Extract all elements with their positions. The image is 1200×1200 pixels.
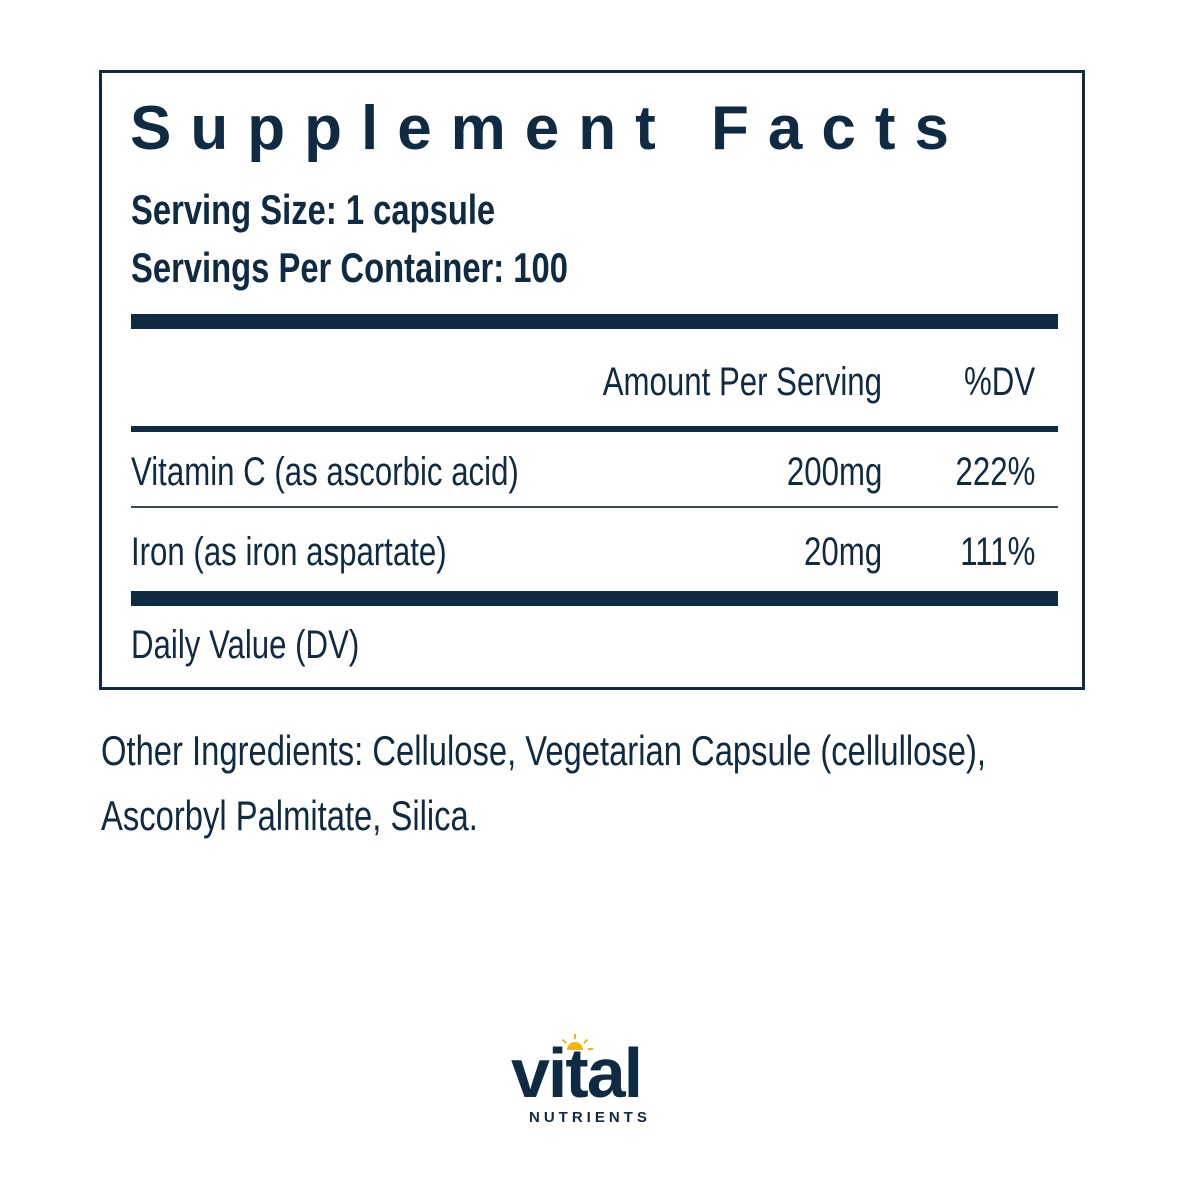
sun-icon — [557, 1034, 593, 1050]
serving-size: Serving Size: 1 capsule — [131, 186, 496, 233]
column-header-amount: Amount Per Serving — [602, 360, 882, 404]
nutrient-name: Vitamin C (as ascorbic acid) — [131, 450, 519, 494]
servings-per-container: Servings Per Container: 100 — [131, 244, 568, 291]
brand-tagline: NUTRIENTS — [529, 1109, 651, 1126]
nutrient-name: Iron (as iron aspartate) — [131, 530, 447, 574]
brand-name: vital — [511, 1034, 643, 1112]
divider-thin — [131, 506, 1058, 508]
divider-thick — [131, 591, 1058, 606]
nutrient-amount: 200mg — [786, 450, 882, 494]
divider-thick — [131, 314, 1058, 329]
daily-value-footnote: Daily Value (DV) — [131, 623, 360, 667]
panel-title: Supplement Facts — [130, 94, 968, 163]
brand-logo: vital NUTRIENTS — [511, 1030, 681, 1130]
nutrient-dv: 222% — [955, 450, 1035, 494]
divider-medium — [131, 426, 1058, 432]
column-header-dv: %DV — [963, 360, 1035, 404]
other-ingredients-line-1: Other Ingredients: Cellulose, Vegetarian… — [101, 727, 987, 774]
nutrient-amount: 20mg — [803, 530, 882, 574]
nutrient-dv: 111% — [959, 530, 1035, 574]
other-ingredients-line-2: Ascorbyl Palmitate, Silica. — [101, 792, 478, 839]
supplement-facts-panel — [99, 70, 1085, 690]
